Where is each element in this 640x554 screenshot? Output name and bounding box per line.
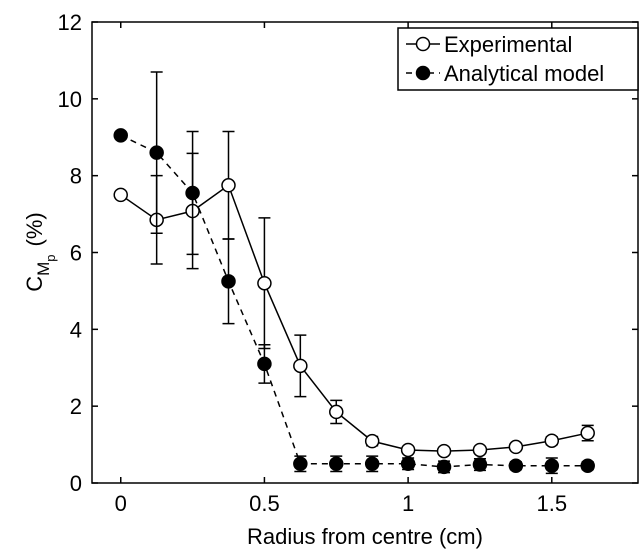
marker (508, 439, 524, 455)
marker (580, 458, 595, 473)
y-tick-label: 0 (70, 471, 82, 496)
legend-marker (415, 65, 431, 81)
marker (149, 145, 164, 160)
y-tick-label: 8 (70, 164, 82, 189)
y-axis-label: CMp (%) (22, 212, 58, 292)
marker (472, 442, 488, 458)
y-label-unit: (%) (22, 212, 47, 246)
marker (293, 456, 308, 472)
marker (113, 187, 128, 203)
marker (580, 425, 595, 441)
marker (544, 433, 560, 448)
x-tick-label: 0 (115, 491, 127, 516)
series-line (120, 184, 588, 452)
plot-frame (91, 21, 639, 484)
series-line (120, 134, 588, 468)
marker (364, 433, 380, 449)
marker (257, 275, 272, 291)
marker (221, 274, 236, 289)
marker (221, 178, 236, 193)
legend-label: Analytical model (444, 61, 604, 86)
legend-label: Experimental (444, 32, 572, 57)
marker (544, 458, 560, 473)
y-tick-label: 4 (70, 317, 82, 342)
marker (400, 442, 416, 458)
y-tick-label: 10 (58, 87, 82, 112)
marker (400, 456, 416, 472)
y-label-subsub: p (43, 254, 58, 261)
x-axis-label: Radius from centre (cm) (247, 524, 483, 549)
marker (472, 457, 488, 472)
legend-marker (415, 36, 431, 52)
legend-box (397, 27, 639, 91)
marker (113, 128, 128, 143)
marker (257, 356, 272, 372)
x-tick-label: 0.5 (249, 491, 280, 516)
y-tick-label: 2 (70, 394, 82, 419)
y-label-sub: M (34, 262, 53, 276)
marker (436, 459, 452, 475)
marker (364, 456, 380, 472)
marker (329, 404, 344, 420)
x-tick-label: 1 (402, 491, 414, 516)
y-label-main: C (22, 276, 47, 292)
x-tick-label: 1.5 (536, 491, 567, 516)
y-tick-label: 12 (58, 10, 82, 35)
marker (293, 358, 308, 374)
marker (508, 458, 524, 473)
marker (436, 443, 452, 459)
marker (185, 185, 200, 201)
marker (329, 456, 344, 472)
y-tick-label: 6 (70, 241, 82, 266)
